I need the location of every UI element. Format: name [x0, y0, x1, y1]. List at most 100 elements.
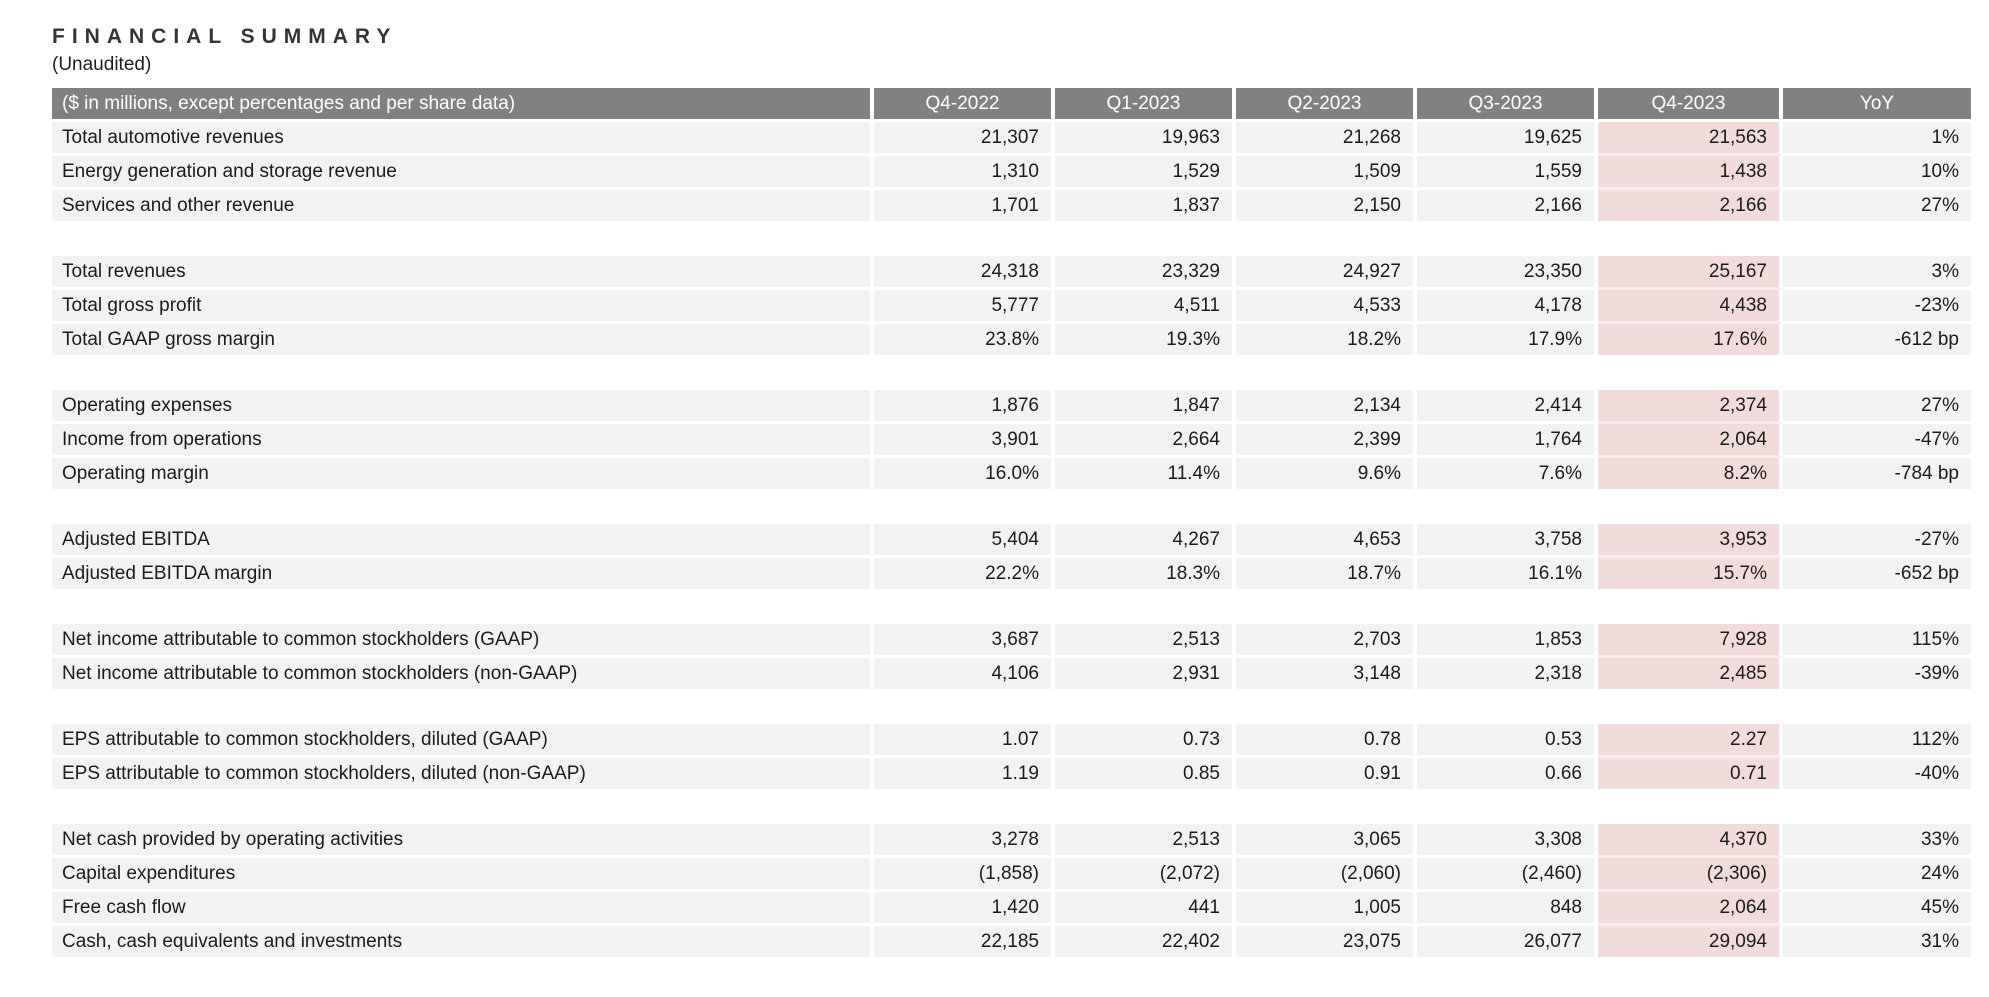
table-row: Total GAAP gross margin 23.8% 19.3% 18.2% 17… [52, 324, 1971, 358]
value-cell: -784 bp [1783, 458, 1971, 492]
group-spacer-cell [52, 492, 1971, 524]
header-cell-q1-2023: Q1-2023 [1055, 88, 1236, 122]
value-cell-highlighted: 2,485 [1598, 658, 1783, 692]
table-row: Adjusted EBITDA 5,404 4,267 4,653 3,758 3,953… [52, 524, 1971, 558]
value-cell: 2,318 [1417, 658, 1598, 692]
value-cell: 10% [1783, 156, 1971, 190]
group-spacer-row [52, 224, 1971, 256]
value-cell: 22,185 [874, 926, 1055, 960]
value-cell: 1,853 [1417, 624, 1598, 658]
table-row: Operating margin 16.0% 11.4% 9.6% 7.6% 8.2% -7… [52, 458, 1971, 492]
value-cell: 1,559 [1417, 156, 1598, 190]
row-label: Capital expenditures [52, 858, 874, 892]
value-cell: 2,399 [1236, 424, 1417, 458]
value-cell: 2,664 [1055, 424, 1236, 458]
table-row: Total automotive revenues 21,307 19,963 21,… [52, 122, 1971, 156]
row-label: EPS attributable to common stockholders,… [52, 724, 874, 758]
value-cell: 1,310 [874, 156, 1055, 190]
value-cell-highlighted: (2,306) [1598, 858, 1783, 892]
value-cell: 19.3% [1055, 324, 1236, 358]
table-row: Net cash provided by operating activitie… [52, 824, 1971, 858]
value-cell: 3% [1783, 256, 1971, 290]
value-cell: 1,420 [874, 892, 1055, 926]
value-cell-highlighted: 2,166 [1598, 190, 1783, 224]
group-spacer-cell [52, 592, 1971, 624]
group-spacer-cell [52, 358, 1971, 390]
value-cell: 9.6% [1236, 458, 1417, 492]
value-cell: 1.19 [874, 758, 1055, 792]
value-cell: -47% [1783, 424, 1971, 458]
value-cell-highlighted: 2.27 [1598, 724, 1783, 758]
value-cell: 115% [1783, 624, 1971, 658]
value-cell: -40% [1783, 758, 1971, 792]
value-cell: 2,166 [1417, 190, 1598, 224]
row-label: Operating margin [52, 458, 874, 492]
value-cell: -27% [1783, 524, 1971, 558]
header-cell-yoy: YoY [1783, 88, 1971, 122]
value-cell-highlighted: 21,563 [1598, 122, 1783, 156]
value-cell: -23% [1783, 290, 1971, 324]
value-cell: 4,267 [1055, 524, 1236, 558]
value-cell: 23.8% [874, 324, 1055, 358]
value-cell: 0.53 [1417, 724, 1598, 758]
table-row: Services and other revenue 1,701 1,837 2,15… [52, 190, 1971, 224]
header-cell-description: ($ in millions, except percentages and p… [52, 88, 874, 122]
value-cell: 0.73 [1055, 724, 1236, 758]
group-spacer-cell [52, 692, 1971, 724]
value-cell-highlighted: 17.6% [1598, 324, 1783, 358]
table-row: EPS attributable to common stockholders,… [52, 724, 1971, 758]
row-label: Operating expenses [52, 390, 874, 424]
value-cell: 112% [1783, 724, 1971, 758]
value-cell: 2,134 [1236, 390, 1417, 424]
value-cell-highlighted: 8.2% [1598, 458, 1783, 492]
value-cell: 0.66 [1417, 758, 1598, 792]
table-row: Net income attributable to common stockh… [52, 624, 1971, 658]
value-cell-highlighted: 2,064 [1598, 892, 1783, 926]
value-cell: 1,837 [1055, 190, 1236, 224]
value-cell: 3,687 [874, 624, 1055, 658]
value-cell: 11.4% [1055, 458, 1236, 492]
value-cell: 23,075 [1236, 926, 1417, 960]
value-cell: 1% [1783, 122, 1971, 156]
row-label: Income from operations [52, 424, 874, 458]
table-body: Total automotive revenues 21,307 19,963 21,… [52, 122, 1971, 960]
table-row: EPS attributable to common stockholders,… [52, 758, 1971, 792]
value-cell: 26,077 [1417, 926, 1598, 960]
value-cell: 27% [1783, 190, 1971, 224]
group-spacer-row [52, 592, 1971, 624]
value-cell: (1,858) [874, 858, 1055, 892]
value-cell: 1,876 [874, 390, 1055, 424]
row-label: Energy generation and storage revenue [52, 156, 874, 190]
value-cell: 23,329 [1055, 256, 1236, 290]
value-cell-highlighted: 2,064 [1598, 424, 1783, 458]
row-label: Net cash provided by operating activitie… [52, 824, 874, 858]
row-label: Net income attributable to common stockh… [52, 658, 874, 692]
value-cell: 4,178 [1417, 290, 1598, 324]
value-cell-highlighted: 25,167 [1598, 256, 1783, 290]
value-cell: 0.78 [1236, 724, 1417, 758]
value-cell-highlighted: 0.71 [1598, 758, 1783, 792]
header-cell-q4-2023: Q4-2023 [1598, 88, 1783, 122]
value-cell-highlighted: 4,438 [1598, 290, 1783, 324]
value-cell: 2,703 [1236, 624, 1417, 658]
table-row: Cash, cash equivalents and investments 22… [52, 926, 1971, 960]
value-cell: 21,268 [1236, 122, 1417, 156]
value-cell: 2,414 [1417, 390, 1598, 424]
header-cell-q4-2022: Q4-2022 [874, 88, 1055, 122]
row-label: Free cash flow [52, 892, 874, 926]
group-spacer-row [52, 792, 1971, 824]
value-cell-highlighted: 1,438 [1598, 156, 1783, 190]
value-cell: 18.2% [1236, 324, 1417, 358]
table-row: Total gross profit 5,777 4,511 4,533 4,178 4,… [52, 290, 1971, 324]
group-spacer-row [52, 692, 1971, 724]
row-label: Total automotive revenues [52, 122, 874, 156]
table-row: Income from operations 3,901 2,664 2,399 1,7… [52, 424, 1971, 458]
value-cell: -612 bp [1783, 324, 1971, 358]
value-cell: 7.6% [1417, 458, 1598, 492]
value-cell-highlighted: 4,370 [1598, 824, 1783, 858]
value-cell: 0.85 [1055, 758, 1236, 792]
value-cell: 16.1% [1417, 558, 1598, 592]
value-cell: 848 [1417, 892, 1598, 926]
financial-summary-table: ($ in millions, except percentages and p… [52, 88, 1971, 960]
